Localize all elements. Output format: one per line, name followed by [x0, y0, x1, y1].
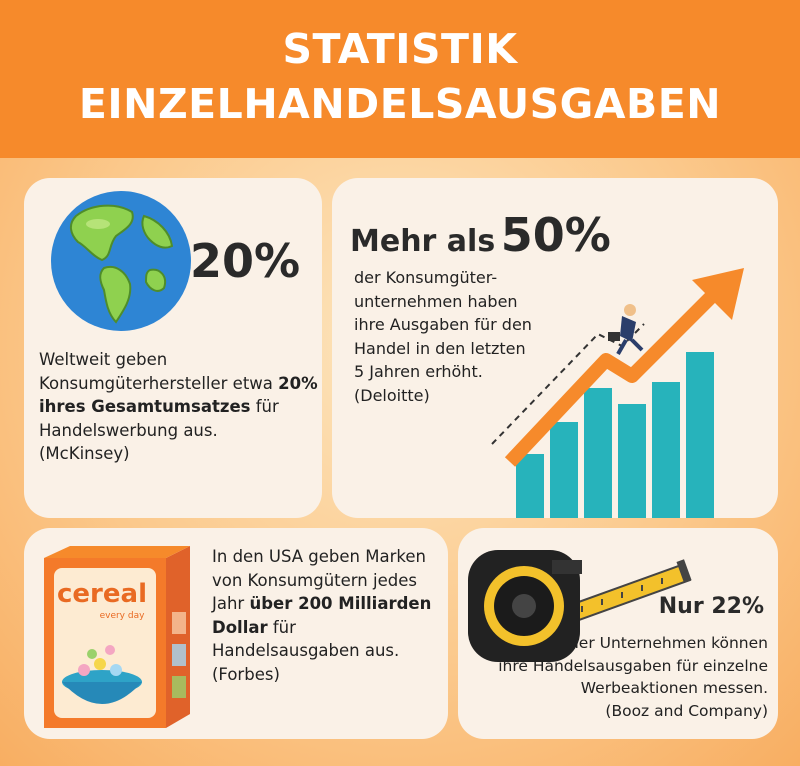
headline-value: 50% [500, 208, 611, 262]
stat-headline: Mehr als 50% [350, 208, 611, 262]
text-bold: über 200 Milliarden Dollar [212, 594, 432, 637]
text-line: ihre Ausgaben für den [354, 315, 532, 334]
text-line: ihre Handelsausgaben für einzelne [498, 656, 768, 675]
headline-prefix: Mehr als [350, 224, 496, 259]
stat-percent: 20% [190, 234, 301, 288]
text-line: der Unternehmen können [568, 634, 768, 652]
stat-card-measure: Nur 22% der Unternehmen können ihre Hand… [458, 528, 778, 739]
bar [584, 388, 612, 518]
cereal-box-text: cereal [57, 579, 147, 609]
measuring-tape-icon [468, 550, 692, 662]
stat-headline: Nur 22% [658, 594, 764, 619]
text-line: Handel in den letzten [354, 338, 526, 358]
text-line: 5 Jahren erhöht. [354, 362, 483, 381]
growth-chart-illustration [491, 268, 744, 518]
businessman-icon [608, 304, 644, 355]
stat-description: der Konsumgüter- unternehmen haben ihre … [354, 266, 569, 407]
text-line: unternehmen haben [354, 291, 518, 311]
stat-card-global: 20% Weltweit geben Konsumgüterhersteller… [24, 178, 322, 518]
trend-arrow [504, 289, 719, 467]
stat-card-usa: cereal every day In den USA geben Marken… [24, 528, 448, 739]
text-part: für Handelsausgaben aus. [212, 617, 400, 661]
stat-description: der Unternehmen können ihre Handelsausga… [468, 632, 768, 722]
source-label: (McKinsey) [39, 444, 130, 463]
title-line-2: EINZELHANDELSAUSGABEN [78, 80, 722, 128]
stat-description: Weltweit geben Konsumgüterhersteller etw… [39, 348, 319, 466]
bar [550, 422, 578, 518]
text-bold: 20% ihres Gesamtumsatzes [39, 373, 318, 417]
bar [686, 352, 714, 518]
text-part: In den USA geben Marken von Konsumgütern… [212, 547, 426, 613]
arrow-head-icon [692, 268, 744, 320]
bar [618, 404, 646, 518]
page-header: STATISTIK EINZELHANDELSAUSGABEN [0, 0, 800, 158]
cereal-box-illustration: cereal every day [44, 546, 190, 728]
source-label: (Forbes) [212, 664, 280, 684]
title-line-1: STATISTIK [282, 25, 518, 73]
text-part: Weltweit geben Konsumgüterhersteller etw… [39, 350, 273, 393]
bar [652, 382, 680, 518]
text-line: Werbeaktionen messen. [580, 679, 768, 697]
source-label: (Booz and Company) [605, 701, 768, 720]
text-line: der Konsumgüter- [354, 268, 498, 287]
stat-description: In den USA geben Marken von Konsumgütern… [212, 545, 448, 686]
stat-card-increase: Mehr als 50% der Konsumgüter- unternehme… [332, 178, 778, 518]
text-part: für Handelswerbung aus. [39, 397, 279, 440]
cereal-box-subtext: every day [100, 611, 146, 621]
bar [516, 454, 544, 518]
globe-icon [51, 191, 191, 331]
source-label: (Deloitte) [354, 385, 430, 405]
